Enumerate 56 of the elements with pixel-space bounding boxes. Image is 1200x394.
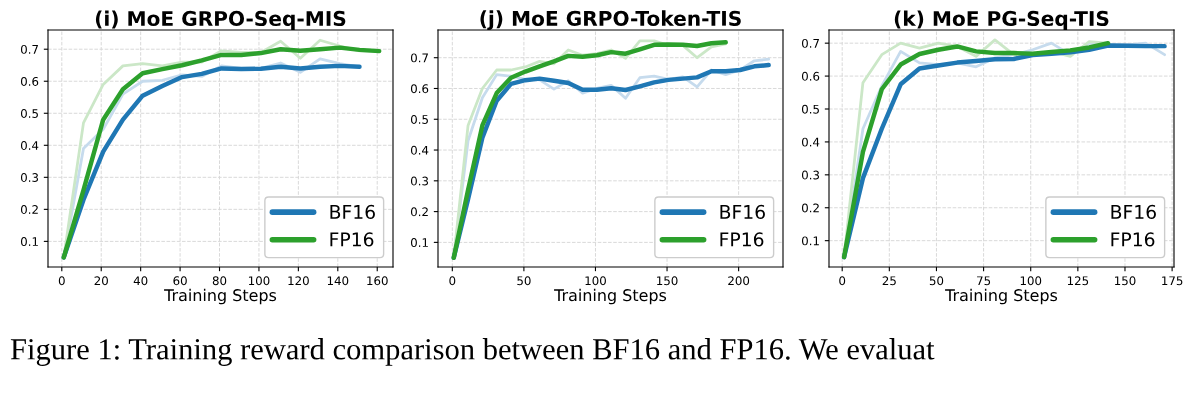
chart-title: (j) MoE GRPO-Token-TIS (480, 10, 741, 30)
x-tick-label: 0 (58, 276, 65, 286)
x-tick-label: 0 (449, 276, 456, 286)
y-tick-label: 0.6 (20, 76, 39, 86)
y-tick-label: 0.2 (20, 205, 38, 214)
y-tick-label: 0.7 (801, 38, 819, 48)
y-tick-label: 0.3 (20, 173, 39, 182)
x-tick-label: 80 (212, 276, 227, 286)
legend-label: BF16 (720, 204, 765, 219)
x-axis-title: Training Steps (554, 288, 667, 305)
caption: Figure 1: Training reward comparison between BF16 and FP16. We evaluat (10, 338, 935, 366)
x-tick-label: 50 (929, 276, 944, 286)
y-tick-label: 0.5 (20, 108, 38, 118)
y-tick-label: 0.1 (410, 238, 428, 248)
y-tick-label: 0.7 (410, 53, 428, 63)
legend-label: BF16 (1111, 204, 1156, 219)
x-tick-label: 50 (517, 276, 531, 286)
y-tick-label: 0.4 (410, 145, 429, 155)
x-tick-label: 150 (657, 276, 678, 286)
x-tick-label: 150 (1115, 276, 1136, 286)
y-tick-label: 0.5 (410, 114, 428, 124)
y-tick-label: 0.3 (801, 170, 820, 180)
chart-title: (i) MoE GRPO-Seq-MIS (95, 10, 346, 30)
x-tick-label: 25 (882, 276, 896, 286)
x-tick-label: 100 (1020, 276, 1042, 286)
x-tick-label: 100 (585, 276, 606, 286)
y-tick-label: 0.6 (801, 71, 820, 81)
legend-label: FP16 (330, 232, 374, 247)
x-tick-label: 0 (839, 276, 846, 286)
x-tick-label: 140 (327, 276, 349, 286)
chart-title: (k) MoE PG-Seq-TIS (894, 10, 1109, 30)
x-tick-label: 40 (133, 276, 148, 286)
y-tick-label: 0.2 (410, 207, 428, 217)
x-tick-label: 75 (977, 276, 991, 286)
y-tick-label: 0.6 (410, 84, 429, 94)
x-tick-label: 175 (1162, 276, 1183, 286)
y-tick-label: 0.2 (801, 203, 819, 213)
x-tick-label: 20 (94, 276, 108, 286)
legend-label: FP16 (720, 232, 764, 247)
x-tick-label: 100 (248, 276, 270, 286)
y-tick-label: 0.3 (410, 176, 429, 186)
x-tick-label: 125 (1067, 276, 1089, 286)
x-tick-label: 60 (173, 276, 187, 286)
y-tick-label: 0.1 (801, 236, 819, 246)
y-tick-label: 0.5 (801, 104, 819, 114)
legend-label: FP16 (1111, 232, 1155, 247)
x-tick-label: 200 (728, 276, 750, 286)
x-axis-title: Training Steps (945, 288, 1058, 305)
y-tick-label: 0.1 (20, 237, 38, 247)
y-tick-label: 0.4 (801, 137, 820, 147)
y-tick-label: 0.4 (20, 141, 39, 150)
x-tick-label: 160 (367, 276, 388, 286)
x-axis-title: Training Steps (164, 288, 277, 305)
legend-label: BF16 (330, 204, 375, 219)
y-tick-label: 0.7 (20, 44, 38, 54)
x-tick-label: 120 (288, 276, 309, 286)
